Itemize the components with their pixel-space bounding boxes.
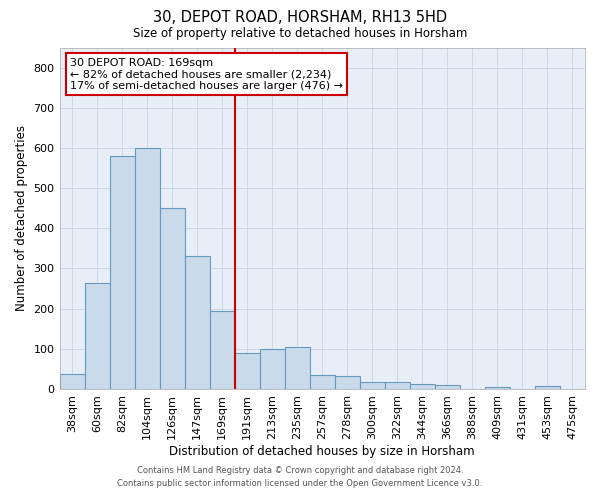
Bar: [85, 284, 110, 389]
Bar: [385, 382, 410, 389]
Bar: [360, 382, 385, 389]
Bar: [185, 256, 209, 389]
Bar: [485, 387, 510, 389]
Bar: [235, 353, 260, 389]
Text: 30, DEPOT ROAD, HORSHAM, RH13 5HD: 30, DEPOT ROAD, HORSHAM, RH13 5HD: [153, 10, 447, 25]
Bar: [160, 208, 185, 389]
Text: Size of property relative to detached houses in Horsham: Size of property relative to detached ho…: [133, 28, 467, 40]
Bar: [335, 376, 360, 389]
Bar: [134, 148, 160, 389]
Bar: [535, 386, 560, 389]
Bar: [110, 156, 134, 389]
Bar: [410, 384, 435, 389]
Text: Contains HM Land Registry data © Crown copyright and database right 2024.
Contai: Contains HM Land Registry data © Crown c…: [118, 466, 482, 487]
Y-axis label: Number of detached properties: Number of detached properties: [15, 125, 28, 311]
Bar: [59, 374, 85, 389]
Bar: [435, 385, 460, 389]
Bar: [310, 375, 335, 389]
Bar: [285, 347, 310, 389]
Bar: [209, 312, 235, 389]
X-axis label: Distribution of detached houses by size in Horsham: Distribution of detached houses by size …: [169, 444, 475, 458]
Bar: [260, 349, 285, 389]
Text: 30 DEPOT ROAD: 169sqm
← 82% of detached houses are smaller (2,234)
17% of semi-d: 30 DEPOT ROAD: 169sqm ← 82% of detached …: [70, 58, 343, 91]
